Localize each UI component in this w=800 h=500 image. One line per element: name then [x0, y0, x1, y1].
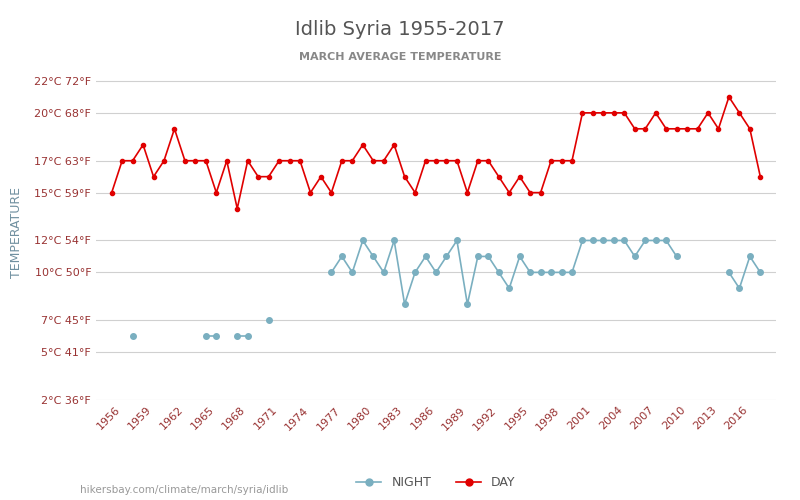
Y-axis label: TEMPERATURE: TEMPERATURE — [10, 187, 23, 278]
Text: Idlib Syria 1955-2017: Idlib Syria 1955-2017 — [295, 20, 505, 39]
Text: hikersbay.com/climate/march/syria/idlib: hikersbay.com/climate/march/syria/idlib — [80, 485, 288, 495]
Text: MARCH AVERAGE TEMPERATURE: MARCH AVERAGE TEMPERATURE — [298, 52, 502, 62]
Legend: NIGHT, DAY: NIGHT, DAY — [351, 471, 521, 494]
